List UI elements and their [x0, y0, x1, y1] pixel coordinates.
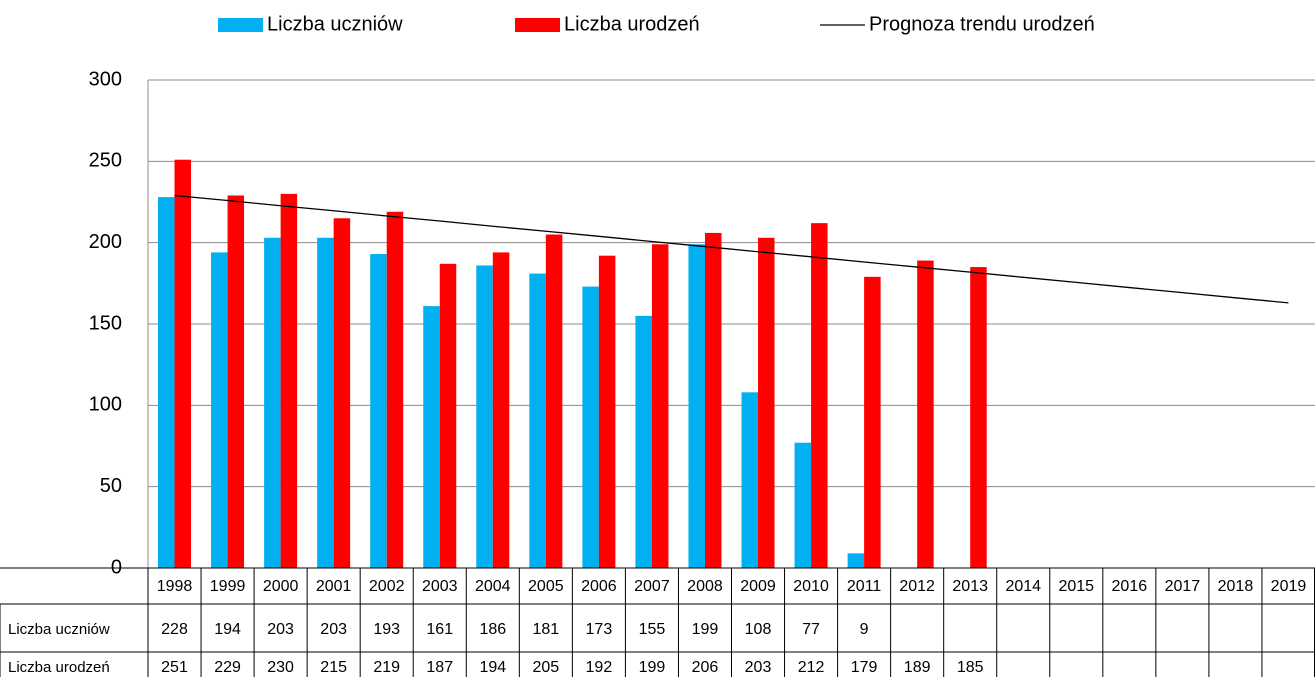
legend-swatch: [218, 18, 263, 32]
legend-label: Liczba uczniów: [267, 13, 403, 35]
bar: [811, 223, 828, 568]
table-cell: 193: [373, 621, 400, 638]
bar: [864, 276, 881, 568]
bar: [386, 211, 404, 568]
x-tick-label: 2016: [1112, 578, 1148, 595]
table-cell: 203: [320, 621, 347, 638]
table-cell: 194: [214, 621, 241, 638]
table-cell: 251: [161, 659, 188, 676]
x-tick-label: 2006: [581, 578, 617, 595]
x-tick-label: 1998: [157, 578, 193, 595]
x-tick-label: 2019: [1271, 578, 1307, 595]
table-cell: 219: [373, 659, 400, 676]
bar: [917, 260, 934, 568]
bar: [370, 254, 387, 568]
table-cell: 206: [692, 659, 719, 676]
table-cell: 181: [532, 621, 559, 638]
bar: [704, 232, 722, 568]
table-cell: 194: [479, 659, 506, 676]
x-tick-label: 2011: [847, 578, 882, 595]
table-cell: 108: [745, 621, 772, 638]
bar: [970, 267, 987, 568]
bar: [635, 315, 652, 568]
table-cell: 228: [161, 621, 188, 638]
table-cell: 185: [957, 659, 984, 676]
x-tick-label: 2012: [899, 578, 935, 595]
x-tick-label: 2001: [316, 578, 352, 595]
table-cell: 212: [798, 659, 825, 676]
bar: [476, 265, 493, 568]
trend-line: [174, 194, 1289, 304]
x-tick-label: 1999: [210, 578, 246, 595]
bar: [439, 263, 457, 568]
x-tick-label: 2013: [952, 578, 988, 595]
bar: [280, 193, 298, 568]
table-cell: 230: [267, 659, 294, 676]
table-cell: 187: [426, 659, 453, 676]
bar: [158, 197, 175, 568]
x-tick-label: 2002: [369, 578, 405, 595]
bar: [794, 442, 812, 568]
y-tick-label: 250: [89, 150, 122, 172]
x-tick-label: 2008: [687, 578, 723, 595]
table-cell: 215: [320, 659, 347, 676]
bar: [529, 273, 546, 568]
table-cell: 229: [214, 659, 241, 676]
bar: [317, 237, 334, 568]
table-cell: 192: [586, 659, 613, 676]
table-cell: 203: [745, 659, 772, 676]
bar: [758, 237, 775, 568]
y-tick-label: 50: [100, 475, 122, 497]
legend-label: Prognoza trendu urodzeń: [869, 13, 1095, 35]
bar: [264, 237, 281, 568]
x-tick-label: 2005: [528, 578, 564, 595]
y-tick-label: 0: [111, 556, 122, 578]
table-cell: 173: [586, 621, 613, 638]
bar: [688, 244, 705, 568]
bar: [423, 306, 440, 568]
table-row-label: Liczba urodzeń: [8, 659, 110, 676]
table-cell: 77: [802, 621, 820, 638]
bar: [582, 286, 599, 568]
x-tick-label: 2003: [422, 578, 458, 595]
x-tick-label: 2010: [793, 578, 829, 595]
table-cell: 161: [426, 621, 453, 638]
bar: [211, 252, 228, 568]
x-tick-label: 2007: [634, 578, 670, 595]
x-tick-label: 2017: [1165, 578, 1201, 595]
bar: [598, 255, 616, 568]
bar: [492, 252, 510, 568]
bar: [333, 218, 351, 568]
bar: [847, 553, 865, 568]
x-tick-label: 2009: [740, 578, 776, 595]
bar: [651, 244, 669, 568]
x-tick-label: 2000: [263, 578, 299, 595]
y-tick-label: 100: [89, 394, 122, 416]
x-tick-label: 2015: [1058, 578, 1094, 595]
table-cell: 9: [860, 621, 869, 638]
x-tick-label: 2004: [475, 578, 511, 595]
table-cell: 189: [904, 659, 931, 676]
bar: [227, 195, 245, 568]
x-tick-label: 2018: [1218, 578, 1254, 595]
bar: [174, 159, 192, 568]
table-cell: 186: [479, 621, 506, 638]
y-tick-label: 300: [89, 68, 122, 90]
table-cell: 199: [692, 621, 719, 638]
legend-label: Liczba urodzeń: [564, 13, 700, 35]
table-cell: 205: [532, 659, 559, 676]
bar: [545, 234, 563, 569]
x-tick-label: 2014: [1005, 578, 1041, 595]
bar: [741, 392, 759, 568]
table-cell: 199: [639, 659, 666, 676]
table-cell: 203: [267, 621, 294, 638]
table-cell: 179: [851, 659, 878, 676]
y-tick-label: 150: [89, 312, 122, 334]
legend-swatch: [515, 18, 560, 32]
y-tick-label: 200: [89, 231, 122, 253]
table-cell: 155: [639, 621, 666, 638]
table-row-label: Liczba uczniów: [8, 621, 110, 638]
